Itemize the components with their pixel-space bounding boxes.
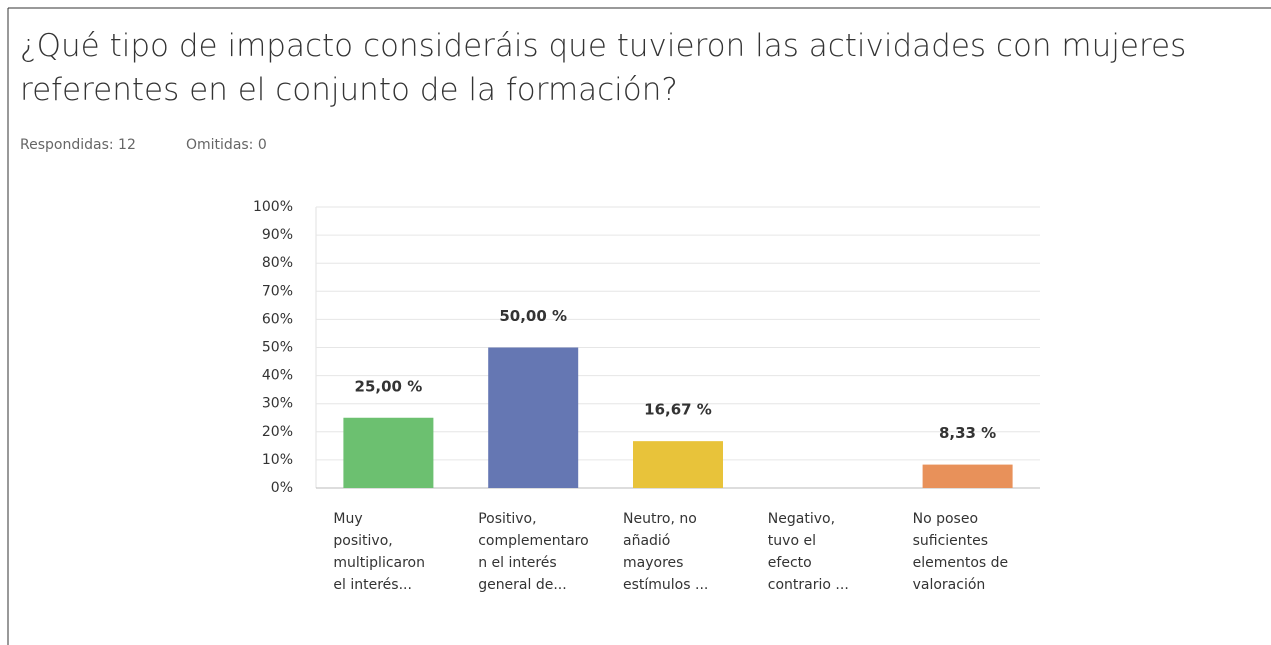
x-tick-label: elementos de (913, 555, 1009, 571)
x-tick-label: suficientes (913, 533, 988, 549)
y-tick-label: 0% (271, 480, 293, 496)
y-tick-label: 10% (262, 452, 293, 468)
x-tick-label: mayores (623, 555, 683, 571)
y-tick-label: 40% (262, 368, 293, 384)
x-tick-label: tuvo el (768, 533, 816, 549)
x-tick-label: el interés... (333, 577, 412, 593)
data-label: 16,67 % (644, 401, 712, 419)
x-tick-label: Muy (333, 511, 362, 527)
x-tick-label: Positivo, (478, 511, 536, 527)
y-tick-label: 20% (262, 424, 293, 440)
y-tick-label: 60% (262, 311, 293, 327)
skipped: Omitidas: 0 (186, 137, 267, 153)
data-label: 50,00 % (499, 307, 567, 325)
x-tick-label: contrario ... (768, 577, 849, 593)
x-tick-label: efecto (768, 555, 812, 571)
data-label: 25,00 % (355, 377, 423, 395)
y-tick-label: 100% (253, 199, 293, 215)
y-tick-label: 80% (262, 255, 293, 271)
x-tick-label: n el interés (478, 555, 557, 571)
answered: Respondidas: 12 (20, 137, 136, 153)
x-tick-label: Neutro, no (623, 511, 697, 527)
bar (922, 464, 1013, 488)
y-tick-label: 30% (262, 396, 293, 412)
chart-title: referentes en el conjunto de la formació… (20, 72, 678, 108)
bar (633, 441, 723, 488)
x-tick-label: estímulos ... (623, 577, 708, 593)
x-tick-label: complementaro (478, 533, 589, 549)
data-label: 8,33 % (939, 424, 996, 442)
y-tick-label: 90% (262, 227, 293, 243)
x-tick-label: añadió (623, 533, 670, 549)
x-tick-label: multiplicaron (333, 555, 425, 571)
chart-title: ¿Qué tipo de impacto consideráis que tuv… (20, 28, 1186, 64)
x-tick-label: valoración (913, 577, 986, 593)
bar (343, 417, 434, 488)
x-tick-label: Negativo, (768, 511, 835, 527)
y-tick-label: 70% (262, 283, 293, 299)
x-tick-label: positivo, (333, 533, 392, 549)
x-tick-label: No poseo (913, 511, 978, 527)
bar (488, 347, 579, 488)
x-tick-label: general de... (478, 577, 567, 593)
y-tick-label: 50% (262, 340, 293, 356)
